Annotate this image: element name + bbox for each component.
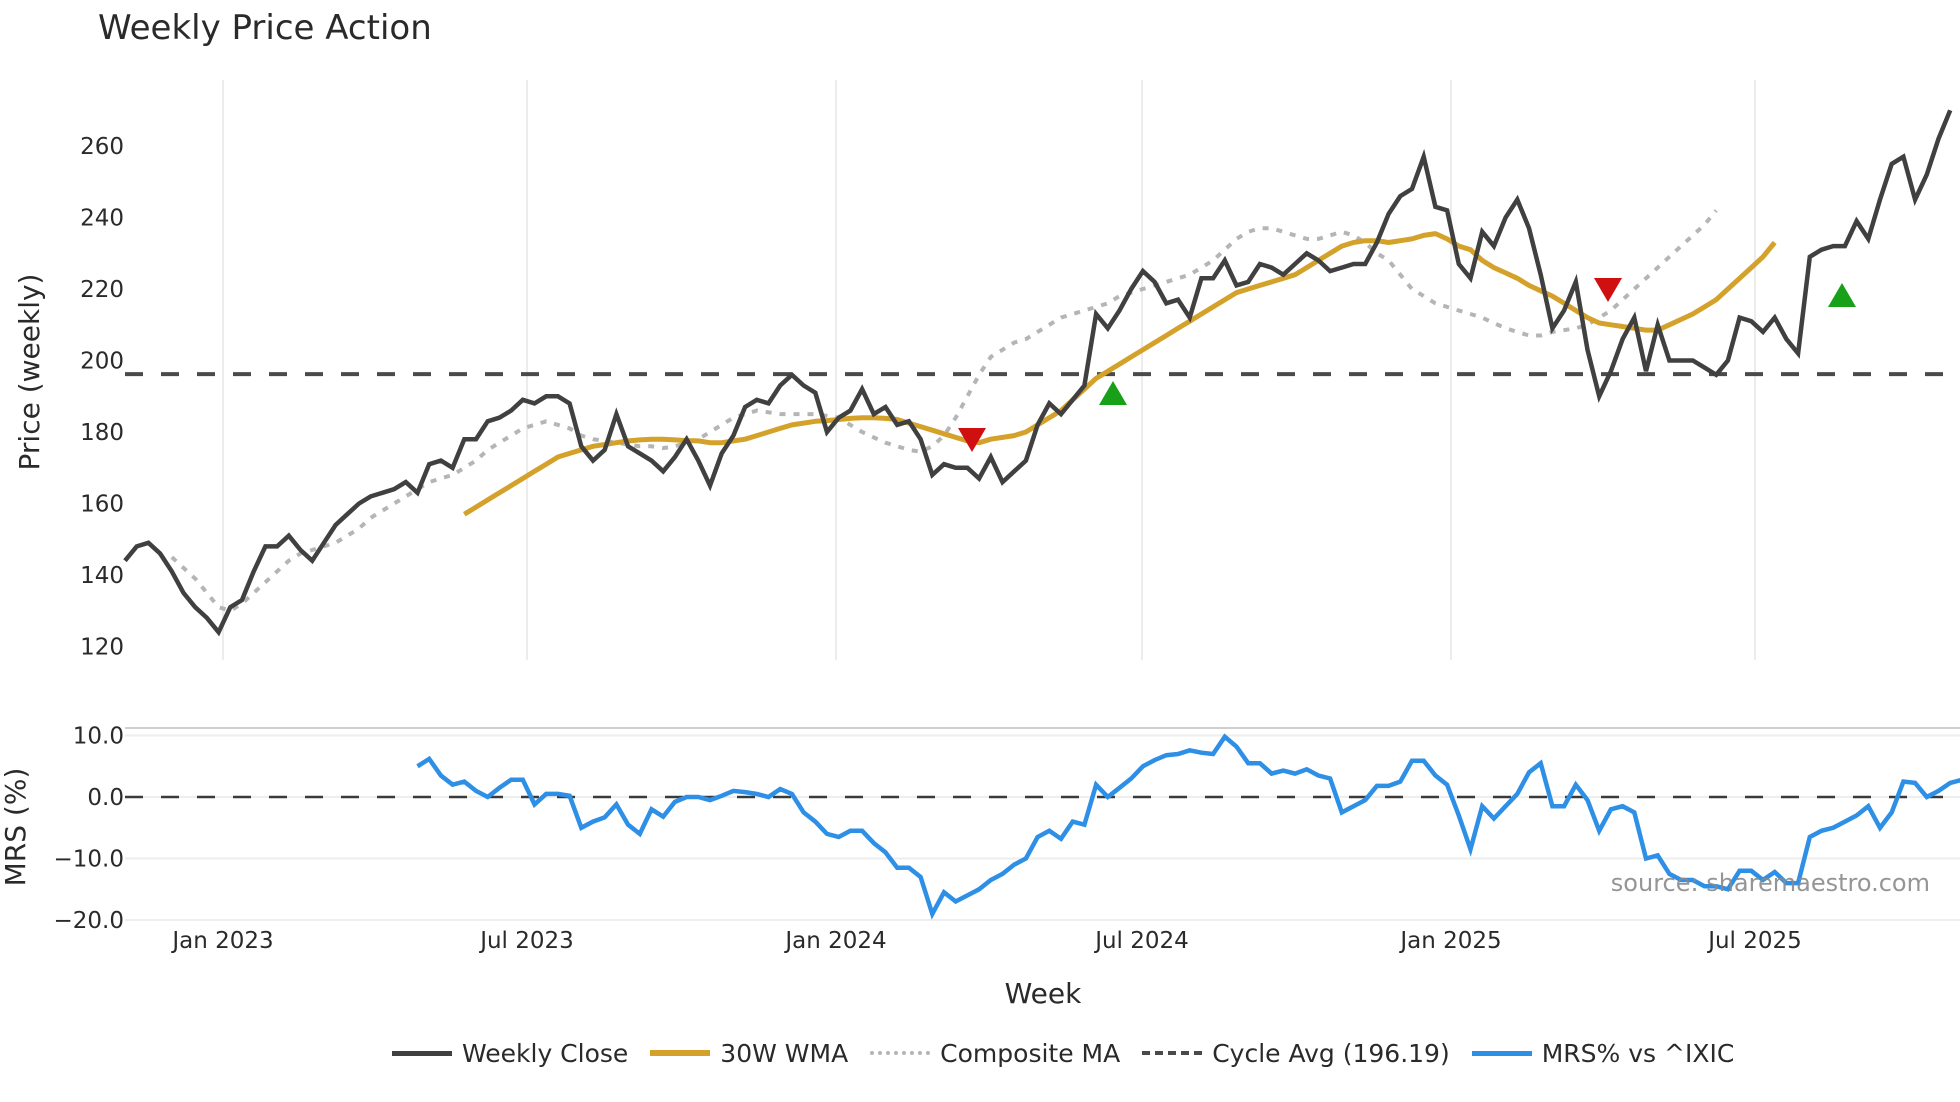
price-gridlines (222, 80, 1756, 660)
legend-item-weekly-close[interactable]: Weekly Close (392, 1039, 628, 1068)
legend-label: Composite MA (940, 1038, 1121, 1068)
legend-swatch-composite-ma (870, 1051, 931, 1055)
legend-item-cycle-avg[interactable]: Cycle Avg (196.19) (1142, 1039, 1450, 1068)
price-y-tick: 200 (80, 349, 124, 375)
price-y-tick: 160 (80, 492, 124, 518)
legend-label: 30W WMA (720, 1038, 849, 1068)
x-axis-label: Week (1005, 977, 1082, 1010)
composite-ma-line (170, 209, 1718, 613)
chart-title: Weekly Price Action (98, 8, 432, 48)
legend-item-composite-ma[interactable]: Composite MA (870, 1039, 1120, 1068)
legend: Weekly Close 30W WMA Composite MA Cycle … (392, 1036, 1756, 1070)
legend-label: MRS% vs ^IXIC (1541, 1038, 1735, 1068)
legend-label: Cycle Avg (196.19) (1212, 1038, 1450, 1068)
price-y-tick: 180 (80, 420, 124, 446)
price-y-tick: 120 (80, 635, 124, 661)
signal-markers (958, 278, 1856, 452)
signal-down-triangle-icon (958, 428, 986, 452)
mrs-line (416, 733, 1960, 920)
legend-swatch-mrs (1471, 1050, 1532, 1056)
x-tick: Jan 2023 (170, 928, 273, 954)
x-tick: Jul 2025 (1706, 928, 1802, 954)
x-tick: Jul 2024 (1093, 928, 1189, 954)
price-y-tick: 240 (80, 206, 124, 232)
mrs-y-axis-ticks: 10.0 0.0 −10.0 −20.0 (54, 724, 124, 935)
wma-30w-line (463, 231, 1777, 517)
legend-label: Weekly Close (462, 1038, 629, 1068)
mrs-y-tick: −10.0 (54, 847, 124, 873)
signal-up-triangle-icon (1828, 283, 1856, 307)
price-y-tick: 140 (80, 563, 124, 589)
price-y-axis-label: Price (weekly) (13, 274, 46, 471)
mrs-y-tick: −20.0 (54, 908, 124, 934)
signal-up-triangle-icon (1099, 381, 1127, 405)
x-tick: Jan 2025 (1398, 928, 1501, 954)
price-y-tick: 220 (80, 277, 124, 303)
mrs-y-tick: 10.0 (73, 724, 124, 750)
legend-swatch-wma (650, 1050, 711, 1056)
price-y-tick: 260 (80, 134, 124, 160)
legend-item-mrs[interactable]: MRS% vs ^IXIC (1471, 1038, 1735, 1068)
price-y-axis-ticks: 120 140 160 180 200 220 240 260 (80, 134, 124, 661)
x-tick: Jan 2024 (783, 928, 886, 954)
x-axis-ticks: Jan 2023 Jul 2023 Jan 2024 Jul 2024 Jan 2025… (170, 928, 1801, 954)
legend-item-wma[interactable]: 30W WMA (650, 1039, 848, 1068)
legend-swatch-weekly-close (392, 1050, 452, 1056)
mrs-y-axis-label: MRS (%) (0, 768, 32, 887)
weekly-close-line (123, 109, 1953, 637)
signal-down-triangle-icon (1594, 278, 1622, 302)
x-tick: Jul 2023 (478, 928, 574, 954)
mrs-y-tick: 0.0 (87, 785, 124, 811)
source-watermark: source: sharemaestro.com (1611, 869, 1930, 897)
legend-swatch-cycle-avg (1142, 1051, 1203, 1055)
